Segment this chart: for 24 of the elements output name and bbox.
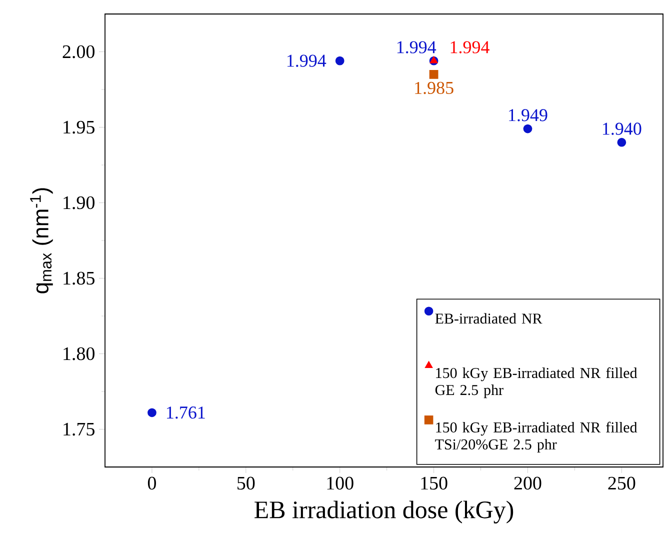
data-label: 1.994 <box>287 54 326 67</box>
data-label: 1.940 <box>603 122 642 135</box>
legend-label: EB-irradiated NR <box>435 313 542 324</box>
x-tick-label: 100 <box>327 476 354 490</box>
y-tick-label: 1.90 <box>64 196 94 210</box>
x-tick-label: 150 <box>421 476 448 490</box>
x-tick-label: 50 <box>238 476 255 490</box>
legend-label: 150 kGy EB-irradiated NR filled TSi/20%GE 2.5 phr <box>435 422 638 453</box>
y-tick-label: 1.85 <box>64 272 94 285</box>
y-tick-label: 1.80 <box>64 347 94 360</box>
data-label: 1.949 <box>509 109 548 122</box>
data-label: 1.994 <box>397 41 436 54</box>
y-tick-label: 1.75 <box>64 422 94 436</box>
y-tick-label: 1.95 <box>64 120 94 134</box>
y-axis-title: q$_{max}$ (nm$^{-1}$) <box>30 188 53 294</box>
x-axis-title: EB irradiation dose (kGy) <box>254 500 514 524</box>
y-tick-label: 2.00 <box>62 45 94 58</box>
legend-label: 150 kGy EB-irradiated NR filled GE 2.5 phr <box>435 367 638 398</box>
data-label: 1.985 <box>415 82 454 94</box>
data-label: 1.761 <box>167 406 205 419</box>
x-tick-label: 0 <box>148 476 156 490</box>
data-label: 1.994 <box>450 41 490 54</box>
x-tick-label: 200 <box>514 476 542 490</box>
x-tick-label: 250 <box>608 476 636 490</box>
